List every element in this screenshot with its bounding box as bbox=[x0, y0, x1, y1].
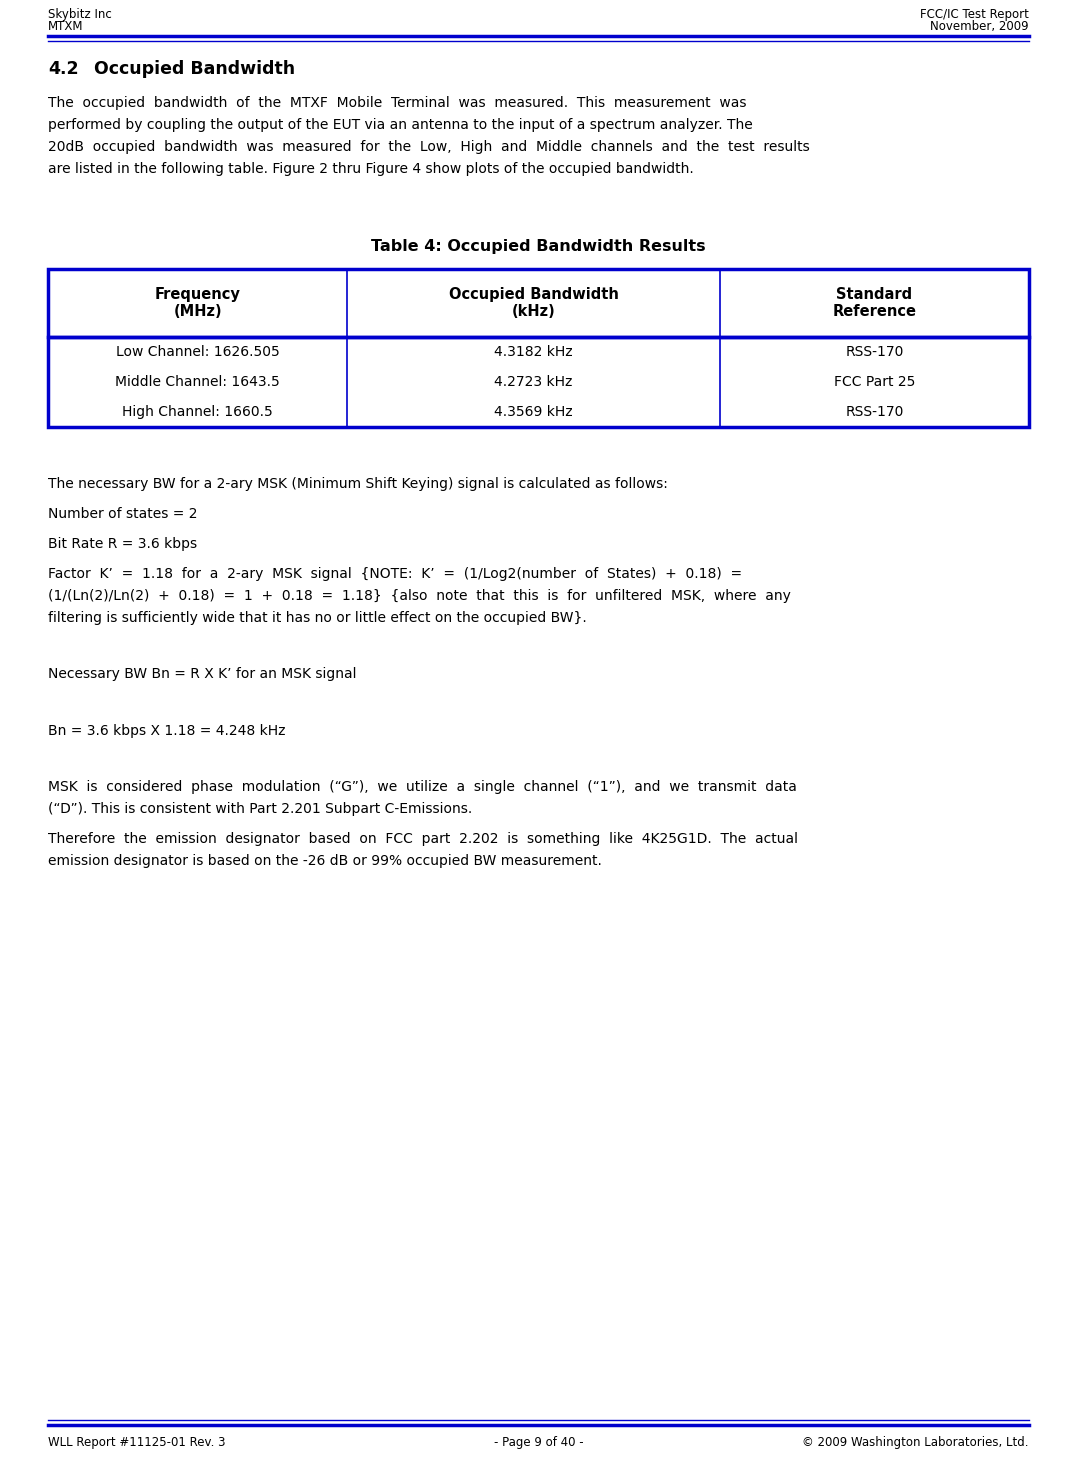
Text: 4.3569 kHz: 4.3569 kHz bbox=[494, 406, 573, 419]
Text: RSS-170: RSS-170 bbox=[845, 346, 904, 359]
Text: are listed in the following table. Figure 2 thru Figure 4 show plots of the occu: are listed in the following table. Figur… bbox=[48, 163, 694, 176]
Text: High Channel: 1660.5: High Channel: 1660.5 bbox=[122, 406, 272, 419]
Text: Bit Rate R = 3.6 kbps: Bit Rate R = 3.6 kbps bbox=[48, 537, 197, 550]
Text: 4.2723 kHz: 4.2723 kHz bbox=[494, 375, 573, 389]
Text: MTXM: MTXM bbox=[48, 20, 84, 34]
Text: WLL Report #11125-01 Rev. 3: WLL Report #11125-01 Rev. 3 bbox=[48, 1436, 225, 1449]
Text: Skybitz Inc: Skybitz Inc bbox=[48, 7, 112, 20]
Text: The necessary BW for a 2-ary MSK (Minimum Shift Keying) signal is calculated as : The necessary BW for a 2-ary MSK (Minimu… bbox=[48, 477, 668, 490]
Text: Standard
Reference: Standard Reference bbox=[833, 287, 917, 319]
Text: Number of states = 2: Number of states = 2 bbox=[48, 507, 197, 521]
Text: 4.2: 4.2 bbox=[48, 60, 79, 78]
Text: performed by coupling the output of the EUT via an antenna to the input of a spe: performed by coupling the output of the … bbox=[48, 119, 753, 132]
Text: FCC Part 25: FCC Part 25 bbox=[834, 375, 915, 389]
Text: Necessary BW Bn = R X K’ for an MSK signal: Necessary BW Bn = R X K’ for an MSK sign… bbox=[48, 668, 356, 681]
Text: MSK  is  considered  phase  modulation  (“G”),  we  utilize  a  single  channel : MSK is considered phase modulation (“G”)… bbox=[48, 780, 797, 793]
Text: The  occupied  bandwidth  of  the  MTXF  Mobile  Terminal  was  measured.  This : The occupied bandwidth of the MTXF Mobil… bbox=[48, 97, 746, 110]
Text: Low Channel: 1626.505: Low Channel: 1626.505 bbox=[115, 346, 279, 359]
Text: Occupied Bandwidth
(kHz): Occupied Bandwidth (kHz) bbox=[449, 287, 618, 319]
Text: Factor  K’  =  1.18  for  a  2-ary  MSK  signal  {NOTE:  K’  =  (1/Log2(number  : Factor K’ = 1.18 for a 2-ary MSK signal … bbox=[48, 567, 742, 581]
Text: emission designator is based on the -26 dB or 99% occupied BW measurement.: emission designator is based on the -26 … bbox=[48, 854, 602, 868]
Text: FCC/IC Test Report: FCC/IC Test Report bbox=[920, 7, 1029, 20]
Text: Middle Channel: 1643.5: Middle Channel: 1643.5 bbox=[115, 375, 280, 389]
Text: Therefore  the  emission  designator  based  on  FCC  part  2.202  is  something: Therefore the emission designator based … bbox=[48, 832, 798, 846]
Bar bbox=[48, 269, 1029, 337]
Text: November, 2009: November, 2009 bbox=[931, 20, 1029, 34]
Text: (1/(Ln(2)/Ln(2)  +  0.18)  =  1  +  0.18  =  1.18}  {also  note  that  this  is : (1/(Ln(2)/Ln(2) + 0.18) = 1 + 0.18 = 1.1… bbox=[48, 589, 791, 603]
Text: Bn = 3.6 kbps X 1.18 = 4.248 kHz: Bn = 3.6 kbps X 1.18 = 4.248 kHz bbox=[48, 723, 285, 738]
Text: Table 4: Occupied Bandwidth Results: Table 4: Occupied Bandwidth Results bbox=[372, 239, 705, 253]
Text: Frequency
(MHz): Frequency (MHz) bbox=[155, 287, 240, 319]
Text: filtering is sufficiently wide that it has no or little effect on the occupied B: filtering is sufficiently wide that it h… bbox=[48, 610, 587, 625]
Text: 4.3182 kHz: 4.3182 kHz bbox=[494, 346, 573, 359]
Text: - Page 9 of 40 -: - Page 9 of 40 - bbox=[493, 1436, 584, 1449]
Text: © 2009 Washington Laboratories, Ltd.: © 2009 Washington Laboratories, Ltd. bbox=[802, 1436, 1029, 1449]
Text: (“D”). This is consistent with Part 2.201 Subpart C-Emissions.: (“D”). This is consistent with Part 2.20… bbox=[48, 802, 472, 817]
Text: 20dB  occupied  bandwidth  was  measured  for  the  Low,  High  and  Middle  cha: 20dB occupied bandwidth was measured for… bbox=[48, 141, 810, 154]
Bar bbox=[48, 337, 1029, 427]
Text: Occupied Bandwidth: Occupied Bandwidth bbox=[94, 60, 295, 78]
Text: RSS-170: RSS-170 bbox=[845, 406, 904, 419]
